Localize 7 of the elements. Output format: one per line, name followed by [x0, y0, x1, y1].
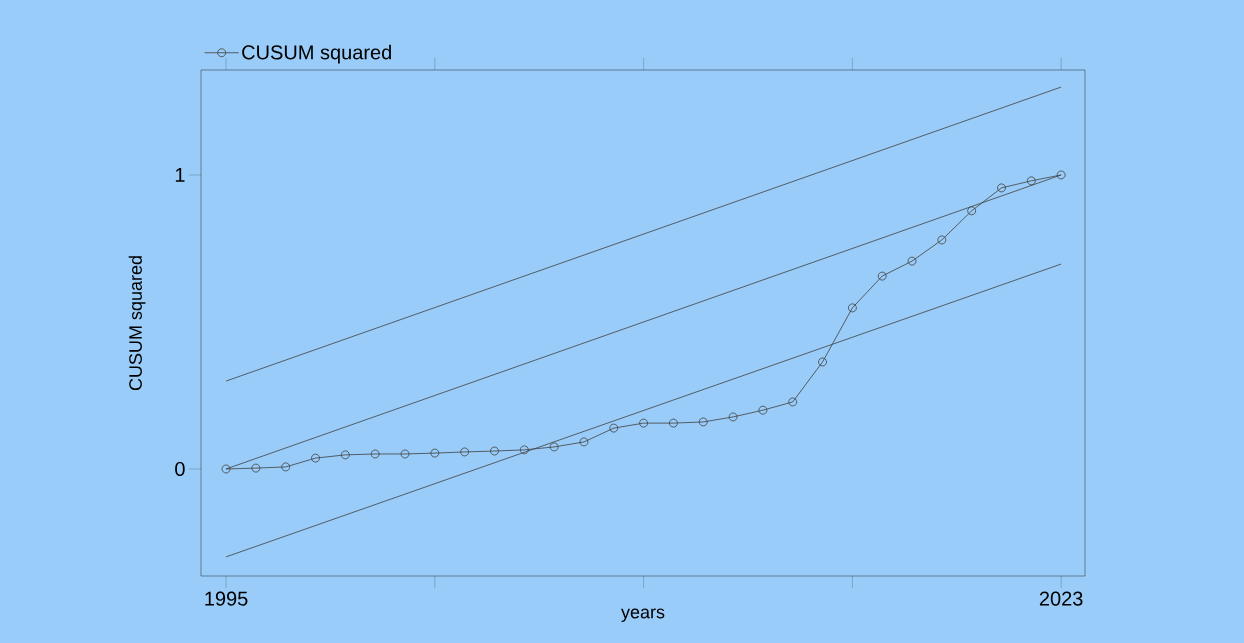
x-axis-title: years [621, 608, 665, 622]
legend-label: CUSUM squared [242, 44, 391, 64]
y-axis-title: CUSUM squared [128, 256, 146, 391]
y-tick-label: 0 [175, 461, 185, 477]
x-tick-label: 1995 [205, 591, 248, 606]
x-tick-label: 2023 [1039, 591, 1083, 606]
y-tick-label: 1 [175, 168, 185, 182]
